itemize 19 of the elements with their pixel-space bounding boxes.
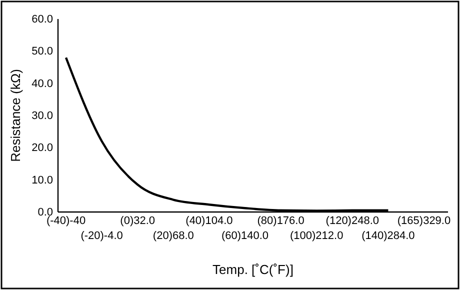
y-tick-label: 10.0 (32, 174, 53, 186)
x-tick-label: (60)140.0 (221, 230, 269, 242)
y-tick-label: 20.0 (32, 142, 53, 154)
x-tick-label: (165)329.0 (397, 214, 451, 227)
x-tick-label: (0)32.0 (120, 214, 156, 227)
x-tick-label: (-40)-40 (46, 214, 86, 227)
x-axis-title: Temp. [˚C(˚F)] (212, 262, 294, 277)
x-tick-label: (80)176.0 (257, 214, 304, 227)
x-tick-label: (120)248.0 (326, 214, 380, 227)
y-tick-label: 40.0 (32, 78, 53, 90)
x-tick-label: (100)212.0 (290, 230, 344, 242)
x-tick-label: (20)68.0 (152, 230, 194, 242)
x-tick-label: (140)284.0 (362, 230, 415, 242)
x-tick-label: (-20)-4.0 (80, 230, 123, 242)
y-tick-label: 50.0 (32, 46, 53, 58)
y-axis-title: Resistance (kΩ) (8, 69, 23, 162)
y-tick-label: 30.0 (32, 110, 53, 122)
y-tick-label: 60.0 (32, 14, 53, 26)
x-tick-label: (40)104.0 (186, 214, 233, 227)
